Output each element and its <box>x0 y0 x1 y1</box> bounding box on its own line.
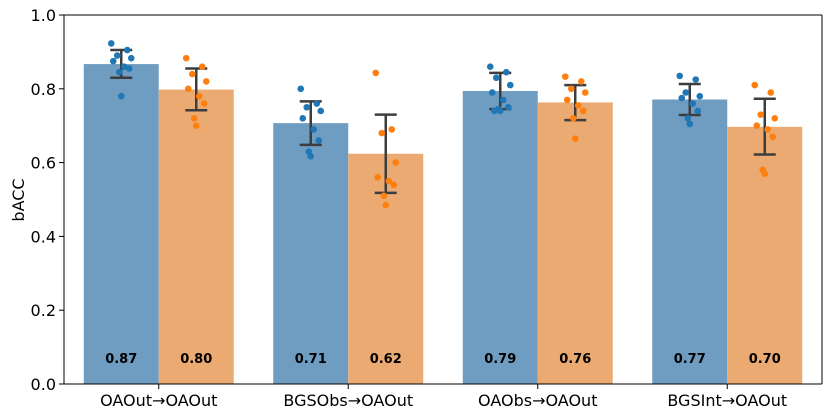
point-s1-c3-0 <box>751 81 759 89</box>
point-s0-c1-2 <box>303 103 311 111</box>
point-s1-c2-7 <box>569 115 577 122</box>
point-s1-c1-5 <box>385 177 393 185</box>
point-s1-c1-0 <box>372 69 380 77</box>
x-tick-label-2: OAObs→OAOut <box>478 391 597 410</box>
point-s1-c2-1 <box>577 78 585 85</box>
point-s1-c0-2 <box>188 70 196 78</box>
bar-s1-c3 <box>727 126 803 384</box>
point-s1-c2-0 <box>561 73 569 80</box>
point-s0-c3-5 <box>689 100 697 107</box>
point-s1-c0-5 <box>195 92 203 100</box>
point-s1-c2-3 <box>581 89 589 96</box>
point-s1-c1-3 <box>392 159 400 166</box>
point-s1-c2-2 <box>567 85 575 93</box>
value-label-s1-c3: 0.70 <box>749 352 781 367</box>
value-label-s1-c0: 0.80 <box>180 352 212 367</box>
point-s1-c3-2 <box>757 111 765 118</box>
point-s0-c0-8 <box>117 92 125 100</box>
point-s0-c0-5 <box>120 63 128 70</box>
point-s0-c1-1 <box>313 100 321 107</box>
value-label-s0-c3: 0.77 <box>674 352 706 367</box>
point-s1-c3-1 <box>767 89 775 96</box>
point-s1-c3-5 <box>764 126 772 133</box>
point-s1-c3-6 <box>769 133 777 141</box>
point-s0-c0-7 <box>115 68 123 76</box>
point-s1-c1-7 <box>380 192 388 200</box>
point-s1-c0-4 <box>184 85 192 93</box>
bar-s1-c2 <box>537 102 613 384</box>
point-s0-c2-4 <box>488 89 496 96</box>
bar-s0-c1 <box>273 123 349 384</box>
point-s1-c1-8 <box>382 201 390 209</box>
bar-s0-c2 <box>462 91 538 384</box>
value-label-s0-c1: 0.71 <box>295 352 327 367</box>
point-s0-c3-6 <box>694 107 702 115</box>
point-s0-c1-0 <box>297 85 305 93</box>
point-s0-c0-0 <box>107 40 115 47</box>
point-s0-c3-2 <box>682 89 690 96</box>
point-s0-c3-3 <box>696 92 704 100</box>
point-s0-c0-2 <box>113 52 121 59</box>
y-tick-label-1: 0.2 <box>31 301 56 320</box>
point-s0-c3-1 <box>692 76 700 83</box>
point-s1-c2-4 <box>563 96 571 104</box>
point-s0-c3-0 <box>676 72 684 80</box>
bar-s0-c3 <box>652 99 728 384</box>
value-label-s1-c2: 0.76 <box>559 352 591 367</box>
value-label-s0-c2: 0.79 <box>484 352 516 367</box>
point-s1-c3-4 <box>753 122 761 129</box>
point-s0-c1-4 <box>299 115 307 122</box>
point-s0-c1-6 <box>315 137 323 144</box>
point-s1-c0-3 <box>202 78 210 85</box>
point-s0-c2-5 <box>499 96 507 104</box>
bar-s1-c0 <box>158 89 234 385</box>
point-s0-c0-3 <box>127 54 135 62</box>
point-s0-c2-2 <box>492 74 500 82</box>
y-tick-label-0: 0.0 <box>31 375 56 394</box>
value-label-s0-c0: 0.87 <box>105 352 137 367</box>
point-s1-c0-1 <box>198 63 206 70</box>
point-s1-c1-4 <box>374 174 382 181</box>
y-tick-label-4: 0.8 <box>31 80 56 99</box>
point-s0-c2-3 <box>506 81 514 89</box>
point-s1-c3-8 <box>761 170 769 177</box>
x-tick-label-3: BGSInt→OAOut <box>667 391 787 410</box>
bar-s0-c0 <box>83 64 159 385</box>
y-axis-title: bACC <box>9 178 28 221</box>
y-tick-label-3: 0.6 <box>31 154 56 173</box>
point-s1-c0-8 <box>192 122 200 129</box>
point-s0-c1-3 <box>317 107 325 115</box>
point-s0-c0-4 <box>109 57 117 65</box>
point-s0-c2-8 <box>496 107 504 115</box>
point-s0-c3-8 <box>686 120 694 128</box>
point-s1-c1-2 <box>378 129 386 137</box>
point-s1-c2-6 <box>579 107 587 115</box>
value-label-s1-c1: 0.62 <box>370 352 402 367</box>
point-s1-c3-3 <box>771 115 779 122</box>
point-s1-c0-6 <box>200 100 208 107</box>
point-s0-c2-1 <box>502 68 510 76</box>
y-tick-label-2: 0.4 <box>31 227 56 246</box>
x-tick-label-0: OAOut→OAOut <box>100 391 217 410</box>
point-s1-c0-0 <box>182 54 190 62</box>
point-s0-c2-6 <box>504 103 512 111</box>
point-s0-c0-1 <box>123 46 131 54</box>
point-s1-c1-1 <box>388 126 396 133</box>
point-s0-c3-4 <box>678 94 686 102</box>
point-s0-c1-8 <box>307 153 315 160</box>
point-s0-c1-5 <box>310 126 318 133</box>
point-s0-c0-6 <box>125 65 133 72</box>
x-tick-label-1: BGSObs→OAOut <box>283 391 413 410</box>
point-s1-c2-5 <box>574 102 582 109</box>
point-s0-c2-9 <box>490 107 498 115</box>
y-tick-label-5: 1.0 <box>31 6 56 25</box>
point-s1-c2-8 <box>571 135 579 142</box>
point-s1-c0-7 <box>190 115 198 122</box>
point-s0-c2-0 <box>486 63 494 70</box>
point-s1-c1-6 <box>390 181 398 189</box>
point-s0-c3-7 <box>684 115 692 122</box>
